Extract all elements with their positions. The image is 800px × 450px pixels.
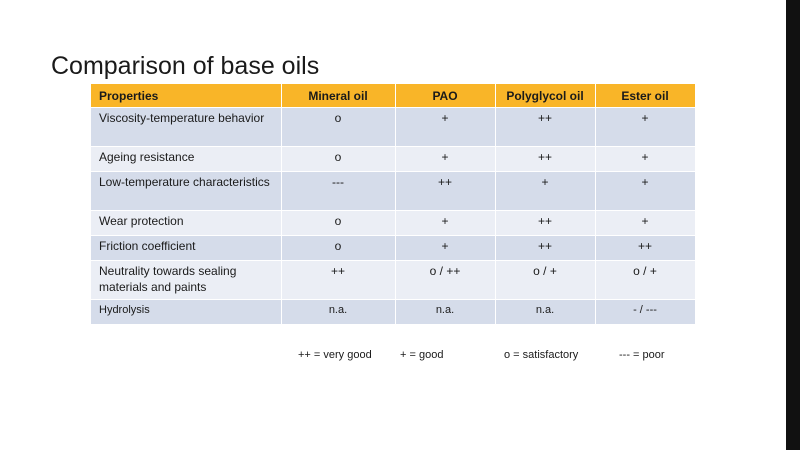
rating-cell: + [395, 146, 496, 172]
rating-cell: ++ [495, 235, 596, 261]
rating-cell: + [395, 235, 496, 261]
rating-cell: - / --- [595, 299, 696, 324]
legend-very-good: ++ = very good [298, 349, 372, 361]
rating-cell: + [595, 146, 696, 172]
property-label: Ageing resistance [91, 146, 282, 172]
rating-cell: ++ [495, 146, 596, 172]
header-polyglycol-oil: Polyglycol oil [495, 84, 596, 108]
legend-satisfactory: o = satisfactory [504, 349, 579, 361]
rating-cell: o / + [595, 260, 696, 300]
header-mineral-oil: Mineral oil [281, 84, 396, 108]
table-header-row: Properties Mineral oil PAO Polyglycol oi… [91, 84, 696, 108]
table-row: Viscosity-temperature behavior o + ++ + [91, 107, 696, 147]
rating-cell: ++ [281, 260, 396, 300]
table-row: Wear protection o + ++ + [91, 210, 696, 236]
slide-title: Comparison of base oils [51, 52, 320, 80]
rating-cell: + [395, 210, 496, 236]
rating-cell: ++ [495, 210, 596, 236]
table-row: Low-temperature characteristics --- ++ +… [91, 171, 696, 211]
rating-cell: o [281, 210, 396, 236]
property-label: Neutrality towards sealing materials and… [91, 260, 282, 300]
rating-cell: ++ [395, 171, 496, 211]
header-ester-oil: Ester oil [595, 84, 696, 108]
header-properties: Properties [91, 84, 282, 108]
header-pao: PAO [395, 84, 496, 108]
table-row: Ageing resistance o + ++ + [91, 146, 696, 172]
rating-cell: n.a. [495, 299, 596, 324]
legend-poor: --- = poor [619, 349, 665, 361]
rating-cell: n.a. [395, 299, 496, 324]
rating-cell: o [281, 107, 396, 147]
rating-cell: + [395, 107, 496, 147]
rating-cell: n.a. [281, 299, 396, 324]
rating-cell: + [595, 107, 696, 147]
rating-cell: + [595, 210, 696, 236]
rating-cell: o / ++ [395, 260, 496, 300]
legend-good: + = good [400, 349, 444, 361]
property-label: Friction coefficient [91, 235, 282, 261]
rating-cell: + [495, 171, 596, 211]
rating-cell: o [281, 235, 396, 261]
rating-cell: ++ [495, 107, 596, 147]
table-row: Neutrality towards sealing materials and… [91, 260, 696, 300]
property-label: Hydrolysis [91, 299, 282, 324]
property-label: Viscosity-temperature behavior [91, 107, 282, 147]
table-row: Friction coefficient o + ++ ++ [91, 235, 696, 261]
table-row: Hydrolysis n.a. n.a. n.a. - / --- [91, 299, 696, 324]
property-label: Wear protection [91, 210, 282, 236]
rating-cell: + [595, 171, 696, 211]
comparison-table: Properties Mineral oil PAO Polyglycol oi… [91, 84, 696, 324]
property-label: Low-temperature characteristics [91, 171, 282, 211]
rating-cell: o [281, 146, 396, 172]
rating-cell: ++ [595, 235, 696, 261]
rating-cell: o / + [495, 260, 596, 300]
rating-cell: --- [281, 171, 396, 211]
window-edge-bar [786, 0, 800, 450]
